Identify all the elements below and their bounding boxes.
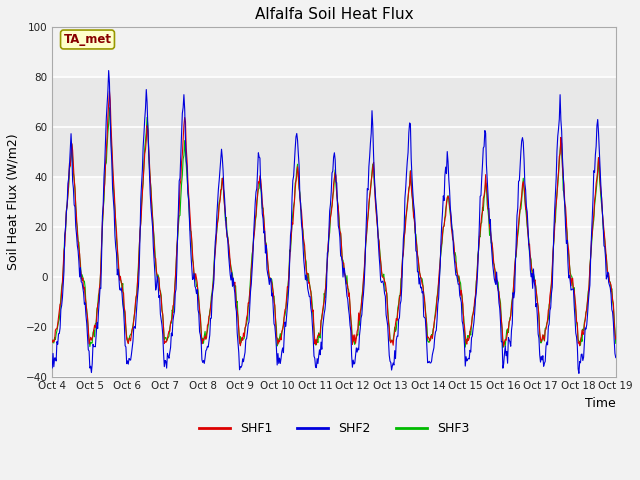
Bar <box>52 77 616 177</box>
X-axis label: Time: Time <box>585 397 616 410</box>
Y-axis label: Soil Heat Flux (W/m2): Soil Heat Flux (W/m2) <box>7 133 20 270</box>
Legend: SHF1, SHF2, SHF3: SHF1, SHF2, SHF3 <box>193 417 474 440</box>
Title: Alfalfa Soil Heat Flux: Alfalfa Soil Heat Flux <box>255 7 413 22</box>
Text: TA_met: TA_met <box>63 33 111 46</box>
